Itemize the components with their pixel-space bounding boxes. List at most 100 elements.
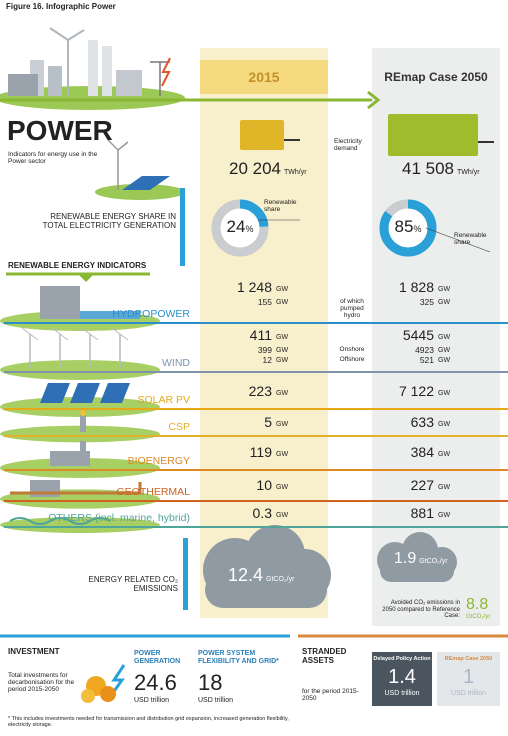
emissions-value: 1.9 GtCO₂/yr — [394, 550, 448, 568]
indicator-unit: GW — [276, 357, 289, 364]
row-hill — [0, 425, 160, 443]
indicator-unit: GW — [438, 420, 451, 428]
row-label: CSP — [168, 421, 190, 433]
investment-unit: USD trillion — [198, 697, 234, 704]
row-label: GEOTHERMAL — [116, 486, 190, 498]
indicator-unit: GW — [438, 450, 451, 458]
stranded-label: REmap Case 2050 — [444, 656, 493, 662]
investment-unit: USD trillion — [134, 697, 170, 704]
indicator-unit: GW — [276, 512, 289, 519]
row-label: HYDROPOWER — [112, 308, 190, 320]
row-label: WIND — [162, 357, 190, 369]
stranded-period: for the period 2015-2050 — [302, 688, 359, 703]
indicator-value: 881 — [410, 505, 434, 521]
indicator-unit: GW — [438, 334, 451, 341]
unit: TWh/yr — [284, 169, 307, 176]
indicator-unit: GW — [276, 286, 289, 293]
indicator-unit: GW — [276, 483, 289, 491]
emissions-label: ENERGY RELATED CO₂ EMISSIONS — [88, 575, 179, 593]
avoided-unit: GtCO₂/yr — [466, 614, 491, 620]
emissions-value: 12.4 GtCO₂/yr — [228, 565, 295, 586]
blade — [111, 327, 129, 341]
investment-value: 24.6 — [134, 670, 177, 695]
unit: GtCO₂/yr — [419, 558, 448, 565]
investment-title: INVESTMENT — [8, 647, 60, 656]
figure-title: Figure 16. Infographic Power — [6, 2, 116, 11]
value: 41 508 — [402, 159, 454, 178]
header-illustration — [0, 27, 185, 110]
indicator-value: 5445 — [402, 327, 434, 343]
arrow-head — [367, 90, 381, 110]
stranded-unit: USD trillion — [384, 690, 420, 697]
investment-label: POWER GENERATION — [134, 650, 181, 665]
demand-value: 20 204 TWh/yr — [229, 159, 307, 179]
stranded-label: Delayed Policy Action — [373, 656, 431, 662]
stranded-box-remap — [437, 652, 500, 706]
avoided-value: 8.8 — [466, 596, 489, 613]
indicator-unit: GW — [438, 357, 451, 364]
indicator-unit: GW — [438, 286, 451, 293]
cloud-2015 — [203, 525, 331, 608]
blade — [21, 327, 39, 341]
indicator-value: 223 — [248, 383, 272, 399]
column-header: REmap Case 2050 — [384, 70, 488, 84]
indicator-value: 1 828 — [398, 279, 434, 295]
sub-label: Offshore — [339, 356, 365, 363]
header-bar-2015 — [200, 60, 328, 94]
pointer-line — [425, 227, 491, 253]
plug-2015 — [240, 120, 284, 150]
chimney — [80, 441, 86, 453]
indicator-unit: GW — [276, 299, 289, 306]
section-title: POWER — [7, 115, 113, 146]
share-caption: Renewable share — [454, 232, 487, 247]
blade — [51, 327, 69, 341]
section-subtitle: Indicators for energy use in the Power s… — [8, 151, 98, 166]
sub-value: 12 — [262, 355, 272, 365]
share-label: RENEWABLE ENERGY SHARE IN TOTAL ELECTRIC… — [42, 212, 176, 230]
indicator-unit: GW — [276, 347, 289, 354]
section-bar — [183, 538, 188, 610]
indicator-unit: GW — [438, 390, 451, 397]
plant — [50, 451, 90, 466]
investment-value: 18 — [198, 670, 223, 695]
solar-panel — [100, 383, 130, 403]
donut-arc — [211, 199, 269, 257]
indicator-value: 10 — [256, 476, 272, 493]
row-hill — [0, 458, 160, 478]
demand-value: 41 508 TWh/yr — [402, 159, 480, 179]
demand-label: Electricity demand — [334, 138, 362, 153]
sub-label: Onshore — [339, 346, 365, 353]
footnote: * This includes investments needed for t… — [8, 716, 289, 729]
coins-icon — [81, 664, 126, 703]
pipe — [10, 482, 142, 495]
stranded-value: 1 — [462, 666, 475, 688]
indicator-value: 7 122 — [398, 383, 434, 399]
indicator-value: 1 248 — [236, 279, 272, 295]
investment-description: Total investments for decarbonisation fo… — [8, 672, 75, 694]
indicators-title: RENEWABLE ENERGY INDICATORS — [8, 261, 147, 270]
heading-pointer — [78, 274, 94, 282]
indicator-value: 5 — [264, 413, 272, 430]
indicator-unit: GW — [276, 390, 289, 397]
water — [80, 311, 140, 319]
sub-value: 155 — [257, 297, 272, 307]
power-illustration — [95, 139, 185, 200]
indicator-value: 0.3 — [252, 505, 272, 521]
unit: GtCO₂/yr — [266, 576, 295, 583]
indicator-value: 633 — [410, 413, 434, 430]
wave — [9, 517, 111, 525]
unit: % — [413, 224, 422, 234]
stranded-unit: USD trillion — [450, 690, 486, 697]
indicator-unit: GW — [276, 420, 289, 428]
unit: % — [245, 224, 254, 234]
row-label: BIOENERGY — [127, 455, 190, 467]
value: 85 — [394, 217, 414, 236]
unit: TWh/yr — [457, 169, 480, 176]
donut-arc — [379, 199, 437, 257]
blade — [81, 327, 99, 341]
indicator-value: 227 — [410, 476, 434, 493]
cloud-2050 — [377, 532, 457, 582]
value: 20 204 — [229, 159, 281, 178]
plug-2050 — [388, 114, 478, 156]
csp-receiver — [80, 410, 86, 416]
